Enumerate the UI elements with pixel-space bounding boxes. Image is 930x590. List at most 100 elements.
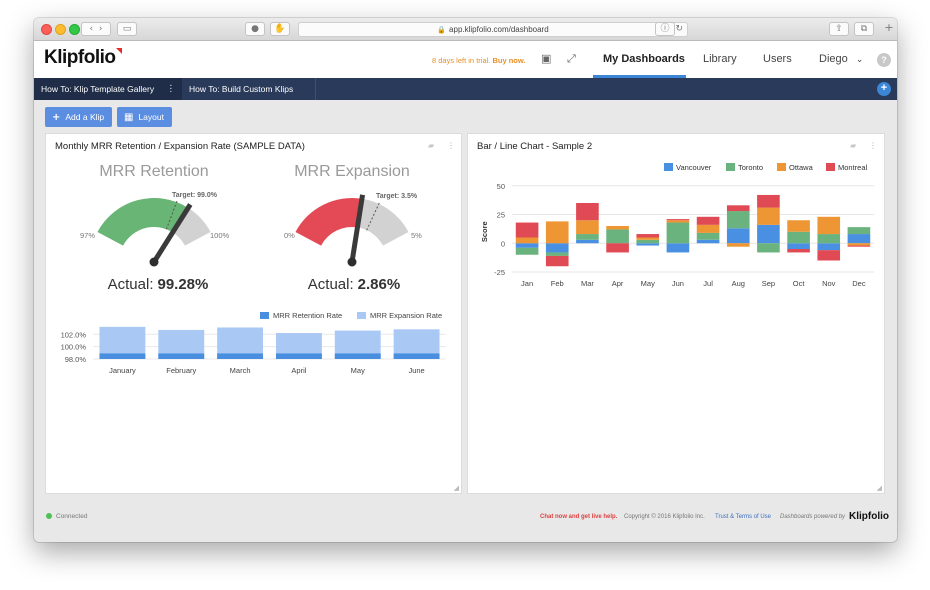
help-icon[interactable]: ? (877, 53, 891, 67)
bar-segment-vancouver (787, 243, 810, 249)
panel-menu-icon[interactable]: ⋮ (447, 141, 455, 150)
reload-icon[interactable]: ↻ (675, 24, 683, 34)
bar-segment-montreal (757, 194, 780, 208)
browser-toolbar: ‹ › ▭ ● ✋ 🔒 app.klipfolio.com/dashboard ↻… (34, 18, 897, 41)
bar-segment-montreal (576, 203, 599, 221)
klipfolio-logo[interactable]: Klipfolio (44, 47, 123, 69)
add-klip-button[interactable]: + Add a Klip (45, 107, 112, 127)
reader-icon[interactable]: ⓘ (655, 22, 675, 36)
sidebar-toggle-icon[interactable]: ▭ (117, 22, 137, 36)
legend-retention: MRR Retention Rate (260, 311, 342, 320)
retention-gauge (97, 198, 211, 267)
new-tab-icon[interactable]: + (884, 21, 894, 34)
bar-segment-montreal (696, 216, 720, 225)
gauge-title-retention: MRR Retention (99, 163, 209, 180)
bar-segment-toronto (666, 222, 690, 244)
actual-value: 99.28% (157, 276, 209, 293)
gauge-needle-hub (149, 257, 159, 267)
terms-link[interactable]: Trust & Terms of Use (715, 514, 772, 520)
address-bar[interactable]: 🔒 app.klipfolio.com/dashboard ↻ (298, 22, 688, 37)
x-tick-label: February (166, 366, 196, 375)
tab-menu-icon[interactable]: ⋮ (166, 84, 176, 94)
panel-menu-icon[interactable]: ⋮ (869, 141, 877, 150)
bar-segment-montreal (847, 245, 871, 247)
gauge-target-line (165, 200, 178, 230)
bar-segment-ottawa (696, 224, 720, 233)
bar-segment-ottawa (606, 226, 629, 230)
share-icon[interactable]: ⇧ (829, 22, 849, 36)
hand-icon[interactable]: ✋ (270, 22, 290, 36)
y-tick-label: 102.0% (61, 330, 87, 339)
buy-now-link[interactable]: Buy now. (492, 56, 526, 65)
bar-segment-toronto (515, 247, 539, 255)
bar-segment-montreal (545, 255, 569, 267)
trial-text: 8 days left in trial. (432, 56, 491, 65)
close-window-button[interactable] (41, 24, 52, 35)
x-tick-label: Jul (703, 279, 713, 288)
bar-segment-montreal (817, 250, 841, 261)
shield-icon[interactable]: ● (245, 22, 265, 36)
gauge-max-label: 5% (411, 231, 422, 240)
gauge-target-line (366, 201, 381, 231)
forward-icon[interactable]: › (98, 24, 103, 34)
legend-swatch (826, 163, 835, 171)
legend-expansion: MRR Expansion Rate (357, 311, 442, 320)
tab-label: How To: Klip Template Gallery (41, 84, 155, 94)
tab-build-custom-klips[interactable]: How To: Build Custom Klips (182, 78, 316, 100)
bar-segment-vancouver (636, 243, 660, 246)
bar-segment-toronto (817, 234, 841, 244)
minimize-window-button[interactable] (55, 24, 66, 35)
zoom-window-button[interactable] (69, 24, 80, 35)
bar-segment-montreal (726, 205, 750, 212)
back-icon[interactable]: ‹ (89, 24, 94, 34)
mrr-klip-panel: Monthly MRR Retention / Expansion Rate (… (45, 133, 462, 494)
bar-segment-vancouver (545, 243, 569, 253)
fullscreen-icon[interactable]: ⤢ (567, 52, 576, 65)
bar-segment-vancouver (666, 243, 690, 253)
y-tick-label: -25 (494, 268, 505, 277)
tv-mode-icon[interactable]: ▣ (541, 52, 552, 65)
layout-button[interactable]: ▦ Layout (117, 107, 172, 127)
gauge-needle-hub (347, 257, 357, 267)
resize-handle-icon[interactable]: ◢ (876, 484, 882, 492)
add-tab-icon[interactable]: + (877, 82, 891, 96)
nav-active-indicator (593, 75, 686, 78)
bar-segment-ottawa (726, 243, 750, 247)
add-klip-label: Add a Klip (65, 112, 105, 122)
comment-icon[interactable]: ▰ (428, 141, 435, 150)
legend-swatch (260, 312, 269, 319)
x-tick-label: Apr (612, 279, 624, 288)
bar-segment-toronto (726, 211, 750, 229)
chat-link[interactable]: Chat now and get live help. (540, 514, 618, 520)
bar-segment-montreal (606, 243, 629, 253)
x-tick-label: Sep (762, 279, 775, 288)
tabs-icon[interactable]: ⧉ (854, 22, 874, 36)
user-menu[interactable]: Diego ⌄ (819, 53, 863, 65)
back-forward-buttons[interactable]: ‹ › (81, 22, 111, 36)
footer-logo: Klipfolio (849, 511, 889, 522)
bar-retention (393, 353, 440, 359)
logo-mark-icon (116, 48, 123, 54)
nav-users[interactable]: Users (763, 53, 792, 65)
nav-library[interactable]: Library (703, 53, 737, 65)
bar-segment-toronto (576, 234, 599, 240)
legend-label: Toronto (738, 163, 763, 172)
comment-icon[interactable]: ▰ (850, 141, 857, 150)
bar-segment-ottawa (666, 220, 690, 223)
x-tick-label: June (408, 366, 424, 375)
y-axis-label: Score (480, 221, 489, 242)
gauge-actual-expansion: Actual: 2.86% (264, 276, 444, 293)
x-tick-label: April (291, 366, 306, 375)
panel-title: Bar / Line Chart - Sample 2 (477, 141, 593, 152)
gauge-track (172, 207, 211, 246)
tab-klip-template-gallery[interactable]: How To: Klip Template Gallery ⋮ (34, 78, 182, 100)
actual-label: Actual: (307, 276, 354, 293)
tab-label: How To: Build Custom Klips (189, 84, 294, 94)
lock-icon: 🔒 (437, 26, 447, 34)
bar-retention (334, 353, 381, 359)
nav-my-dashboards[interactable]: My Dashboards (603, 53, 685, 65)
legend-label: Ottawa (789, 163, 814, 172)
resize-handle-icon[interactable]: ◢ (453, 484, 459, 492)
bar-retention (99, 353, 146, 359)
chevron-down-icon: ⌄ (855, 55, 864, 65)
